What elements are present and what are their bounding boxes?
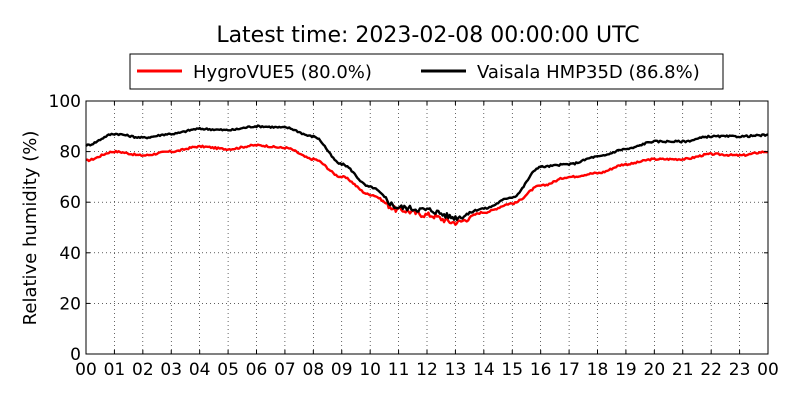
x-tick-label: 00 [75, 360, 97, 380]
y-tick-label: 20 [59, 294, 81, 314]
x-tick-label: 19 [615, 360, 637, 380]
x-tick-label: 15 [501, 360, 523, 380]
ticks: 00 01 02 03 04 05 06 07 08 09 10 11 12 13 14 15 16 17 18 19… [49, 92, 779, 380]
x-tick-label: 17 [558, 360, 580, 380]
y-tick-label: 80 [59, 143, 81, 163]
x-tick-label: 11 [388, 360, 410, 380]
x-tick-label: 08 [303, 360, 325, 380]
grid [86, 101, 768, 354]
y-tick-label: 40 [59, 244, 81, 264]
x-tick-label: 07 [274, 360, 296, 380]
x-tick-label: 14 [473, 360, 495, 380]
x-tick-label: 01 [104, 360, 126, 380]
x-tick-label: 00 [757, 360, 779, 380]
x-tick-label: 06 [246, 360, 268, 380]
legend: HygroVUE5 (80.0%) Vaisala HMP35D (86.8%) [129, 53, 724, 90]
x-tick-label: 16 [530, 360, 552, 380]
chart-title: Latest time: 2023-02-08 00:00:00 UTC [216, 23, 639, 48]
x-tick-label: 04 [189, 360, 211, 380]
legend-label-hygrovue5: HygroVUE5 (80.0%) [193, 62, 372, 83]
y-tick-label: 100 [49, 92, 81, 112]
x-tick-label: 05 [217, 360, 239, 380]
x-tick-label: 02 [132, 360, 154, 380]
x-tick-label: 22 [700, 360, 722, 380]
x-tick-label: 21 [672, 360, 694, 380]
y-tick-label: 60 [59, 193, 81, 213]
y-tick-label: 0 [70, 345, 81, 365]
plot-frame [85, 100, 769, 355]
x-tick-label: 20 [644, 360, 666, 380]
legend-label-vaisala: Vaisala HMP35D (86.8%) [477, 62, 700, 83]
series-line-vaisala [85, 124, 769, 222]
x-tick-label: 09 [331, 360, 353, 380]
x-tick-label: 10 [359, 360, 381, 380]
y-axis-label: Relative humidity (%) [20, 131, 41, 326]
x-tick-label: 18 [587, 360, 609, 380]
x-tick-label: 03 [160, 360, 182, 380]
x-tick-label: 12 [416, 360, 438, 380]
x-tick-label: 13 [445, 360, 467, 380]
series-line-hygrovue5 [85, 143, 769, 227]
x-tick-label: 23 [729, 360, 751, 380]
series-group [85, 124, 769, 227]
